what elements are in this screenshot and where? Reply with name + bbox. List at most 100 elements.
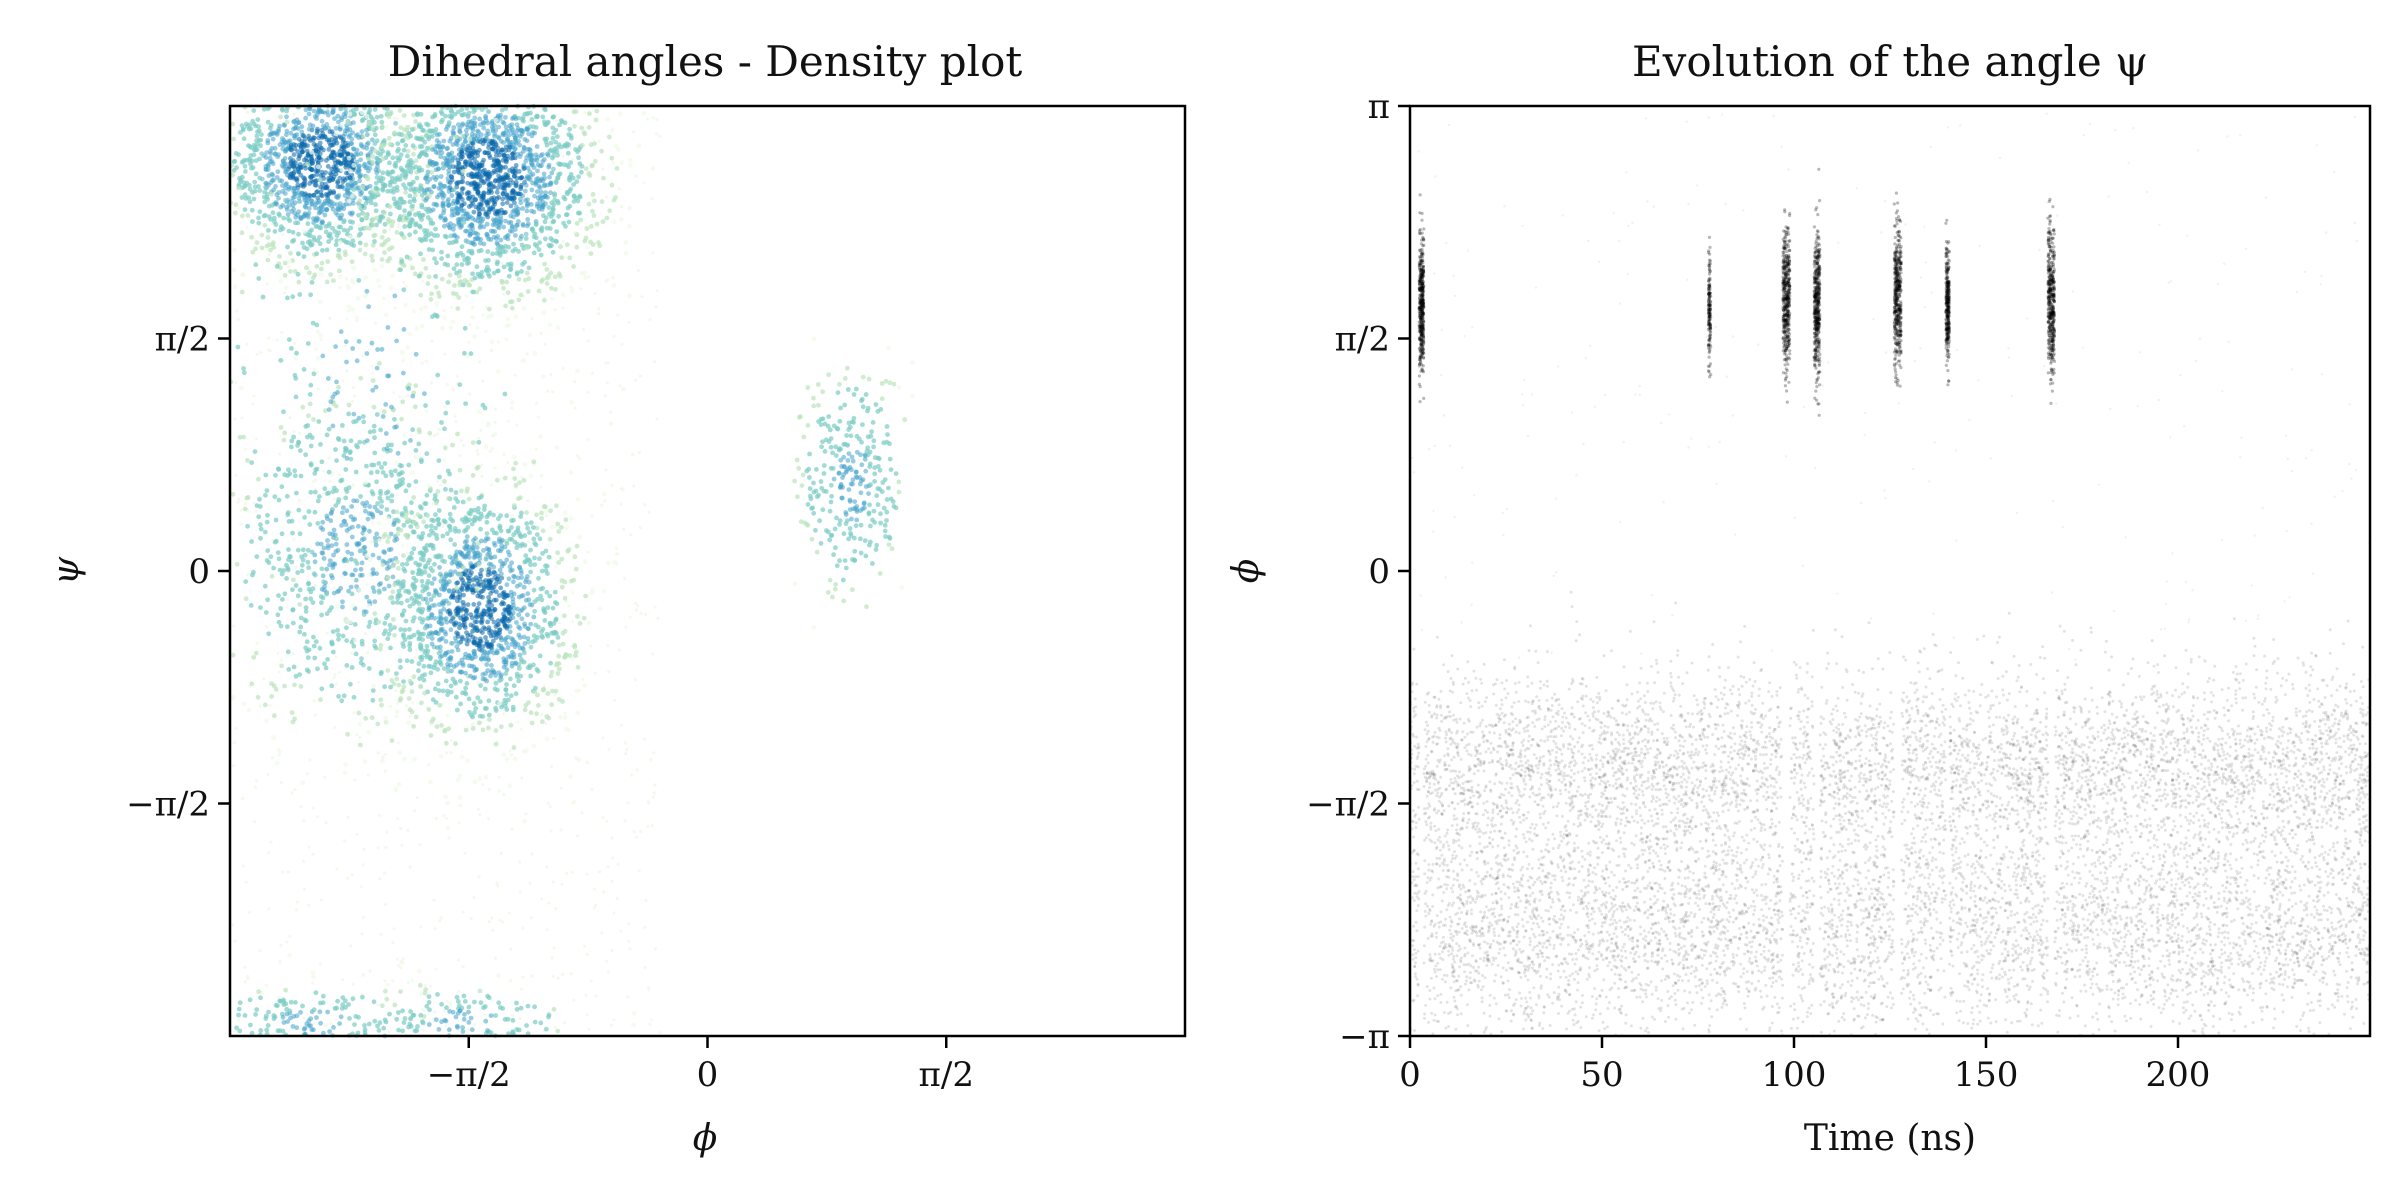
density-point (412, 757, 417, 762)
density-point (575, 149, 580, 155)
density-point (544, 267, 550, 272)
density-point (386, 217, 391, 222)
density-point (585, 246, 589, 250)
density-point (605, 381, 609, 385)
density-point (382, 229, 387, 234)
density-point (483, 635, 488, 640)
density-point (349, 665, 355, 670)
density-point (519, 570, 524, 576)
density-point (618, 217, 624, 222)
density-point (531, 587, 537, 593)
density-point (251, 152, 257, 158)
density-point (333, 222, 339, 227)
density-point (586, 201, 592, 207)
density-point (313, 713, 317, 717)
density-point (655, 132, 659, 136)
density-point (599, 148, 604, 154)
density-point (243, 579, 249, 584)
density-point (384, 845, 388, 850)
density-point (373, 202, 378, 207)
density-point (426, 591, 432, 597)
density-point (379, 669, 384, 675)
density-point (276, 497, 282, 503)
density-point (321, 469, 325, 473)
density-point (279, 484, 285, 490)
density-point (585, 1013, 589, 1017)
density-point (484, 221, 490, 227)
density-point (278, 224, 284, 230)
density-point (279, 178, 285, 184)
density-point (431, 576, 437, 582)
density-point (435, 150, 441, 156)
density-point (621, 488, 625, 492)
density-point (481, 125, 487, 131)
density-point (423, 265, 429, 271)
density-point (537, 198, 543, 204)
density-point (565, 150, 571, 156)
density-point (386, 246, 392, 252)
density-point (231, 764, 236, 768)
density-point (327, 562, 332, 568)
density-point (271, 177, 276, 183)
density-point (590, 514, 594, 518)
density-point (542, 261, 547, 267)
density-point (255, 641, 260, 645)
density-point (448, 221, 453, 227)
density-point (346, 285, 352, 291)
density-point (246, 974, 250, 978)
density-point (341, 693, 347, 699)
density-point (474, 160, 480, 166)
density-point (403, 143, 409, 148)
density-point (431, 184, 437, 189)
density-point (318, 541, 324, 547)
density-point (350, 219, 355, 225)
density-point (451, 505, 457, 510)
density-point (288, 269, 293, 274)
density-point (344, 508, 350, 514)
density-point (581, 327, 586, 332)
density-point (312, 699, 316, 703)
density-point (399, 966, 403, 970)
density-point (318, 442, 323, 447)
density-point (328, 142, 333, 148)
density-point (453, 414, 457, 418)
density-point (335, 184, 341, 190)
density-point (640, 295, 644, 299)
density-point (525, 217, 531, 222)
density-point (421, 677, 427, 683)
density-point (468, 322, 472, 326)
density-point (331, 527, 337, 533)
density-point (370, 520, 374, 524)
density-point (368, 470, 374, 476)
density-point (345, 182, 351, 188)
density-point (358, 742, 363, 748)
density-point (285, 244, 290, 250)
density-point (457, 989, 461, 994)
density-point (514, 620, 519, 625)
density-point (426, 274, 432, 280)
density-point (341, 219, 347, 225)
density-point (368, 539, 374, 545)
density-point (316, 210, 322, 216)
density-point (335, 195, 341, 201)
density-point (286, 547, 291, 552)
density-point (357, 174, 363, 179)
density-point (267, 907, 271, 911)
density-point (386, 114, 392, 120)
density-point (484, 329, 488, 334)
density-point (623, 819, 627, 823)
density-point (504, 756, 510, 762)
density-point (541, 297, 547, 303)
density-point (291, 152, 297, 158)
density-point (285, 649, 291, 655)
density-point (510, 248, 516, 254)
density-point (292, 716, 297, 722)
density-point (427, 430, 433, 436)
density-point (271, 735, 276, 740)
density-point (270, 242, 276, 248)
density-point (652, 791, 656, 795)
density-point (552, 946, 556, 950)
density-point (312, 552, 318, 558)
density-point (351, 982, 355, 986)
